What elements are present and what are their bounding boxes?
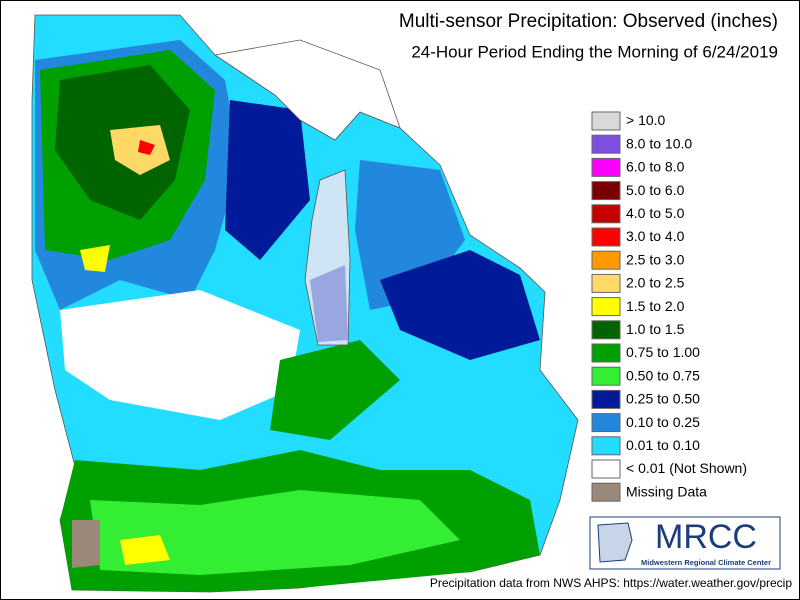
rain-area <box>270 340 400 440</box>
legend-swatch <box>591 134 621 154</box>
rain-area <box>138 140 155 155</box>
title: Multi-sensor Precipitation: Observed (in… <box>399 11 778 32</box>
rain-area <box>80 245 110 272</box>
legend-swatch <box>591 482 621 502</box>
legend-label: 1.0 to 1.5 <box>626 321 685 337</box>
rain-area <box>120 535 170 565</box>
legend-swatch <box>591 459 621 479</box>
logo-map <box>597 522 633 563</box>
logo: MRCC Midwestern Regional Climate Center <box>589 516 781 570</box>
legend-label: < 0.01 (Not Shown) <box>626 460 747 476</box>
rain-area <box>310 265 348 342</box>
legend-swatch <box>591 157 621 177</box>
legend-swatch <box>591 436 621 456</box>
lake-superior <box>213 39 401 141</box>
legend-label: 0.01 to 0.10 <box>626 437 700 453</box>
legend-label: 0.25 to 0.50 <box>626 391 700 407</box>
legend-swatch <box>591 204 621 224</box>
logo-full-name: Midwestern Regional Climate Center <box>641 558 771 567</box>
rain-area <box>380 250 540 360</box>
legend-label: 2.0 to 2.5 <box>626 275 685 291</box>
legend-label: 0.75 to 1.00 <box>626 344 700 360</box>
legend-swatch <box>591 181 621 201</box>
rain-area <box>90 490 460 575</box>
legend: > 10.0 8.0 to 10.0 6.0 to 8.0 5.0 to 6.0 4.0… <box>591 111 747 502</box>
legend-label: 0.10 to 0.25 <box>626 414 700 430</box>
legend-label: Missing Data <box>626 483 707 499</box>
footer-credit: Precipitation data from NWS AHPS: https:… <box>430 576 792 590</box>
subtitle: 24-Hour Period Ending the Morning of 6/2… <box>411 42 778 61</box>
legend-swatch <box>591 413 621 433</box>
legend-swatch <box>591 343 621 363</box>
legend-swatch <box>591 111 621 131</box>
legend-swatch <box>591 366 621 386</box>
missing-area <box>72 520 100 568</box>
legend-label: 3.0 to 4.0 <box>626 228 685 244</box>
legend-label: 1.5 to 2.0 <box>626 298 685 314</box>
legend-label: 4.0 to 5.0 <box>626 205 685 221</box>
legend-swatch <box>591 320 621 340</box>
legend-label: > 10.0 <box>626 112 666 128</box>
legend-swatch <box>591 227 621 247</box>
dry-area <box>60 290 300 420</box>
logo-name: MRCC <box>655 518 757 556</box>
legend-swatch <box>591 250 621 270</box>
precip-map <box>31 14 579 593</box>
legend-label: 8.0 to 10.0 <box>626 135 692 151</box>
legend-label: 0.50 to 0.75 <box>626 367 700 383</box>
rain-area <box>225 100 310 260</box>
legend-swatch <box>591 297 621 317</box>
legend-swatch <box>591 389 621 409</box>
legend-label: 2.5 to 3.0 <box>626 251 685 267</box>
legend-label: 5.0 to 6.0 <box>626 182 685 198</box>
legend-swatch <box>591 273 621 293</box>
legend-label: 6.0 to 8.0 <box>626 159 685 175</box>
